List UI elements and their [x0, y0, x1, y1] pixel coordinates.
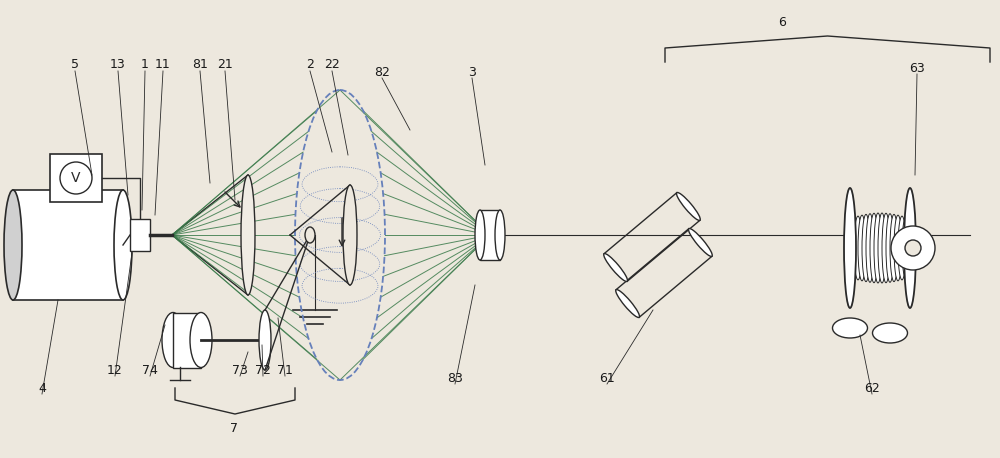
Ellipse shape: [343, 185, 357, 285]
Text: 74: 74: [142, 364, 158, 376]
Text: 83: 83: [447, 371, 463, 385]
Text: 62: 62: [864, 382, 880, 394]
Ellipse shape: [906, 218, 914, 278]
Ellipse shape: [114, 190, 132, 300]
Ellipse shape: [854, 216, 862, 280]
Bar: [173, 313, 201, 368]
Ellipse shape: [898, 216, 906, 280]
Ellipse shape: [259, 310, 271, 370]
Text: 71: 71: [277, 364, 293, 376]
Ellipse shape: [904, 188, 916, 308]
Circle shape: [891, 226, 935, 270]
Ellipse shape: [604, 254, 628, 282]
Text: 12: 12: [107, 364, 123, 376]
Ellipse shape: [676, 192, 700, 220]
Ellipse shape: [902, 217, 910, 279]
Text: V: V: [71, 171, 81, 185]
Text: 13: 13: [110, 59, 126, 71]
Ellipse shape: [862, 214, 870, 282]
Circle shape: [60, 162, 92, 194]
Text: 6: 6: [778, 16, 786, 28]
Ellipse shape: [832, 318, 868, 338]
Text: 73: 73: [232, 364, 248, 376]
Ellipse shape: [890, 214, 898, 282]
Ellipse shape: [475, 210, 485, 260]
Ellipse shape: [190, 312, 212, 367]
Circle shape: [905, 240, 921, 256]
Text: 81: 81: [192, 59, 208, 71]
Text: 4: 4: [38, 382, 46, 394]
Ellipse shape: [878, 213, 886, 283]
Ellipse shape: [688, 229, 712, 256]
Ellipse shape: [4, 190, 22, 300]
Text: 22: 22: [324, 59, 340, 71]
Bar: [13, 190, 123, 300]
Text: 5: 5: [71, 59, 79, 71]
Bar: [130, 219, 150, 251]
Ellipse shape: [894, 215, 902, 281]
Ellipse shape: [844, 188, 856, 308]
Text: 61: 61: [599, 371, 615, 385]
Ellipse shape: [870, 213, 878, 283]
Ellipse shape: [846, 218, 854, 278]
Text: 63: 63: [909, 61, 925, 75]
Ellipse shape: [872, 323, 908, 343]
Ellipse shape: [305, 227, 315, 243]
Ellipse shape: [850, 217, 858, 279]
Bar: [50, 154, 102, 202]
Text: 1: 1: [141, 59, 149, 71]
Text: 7: 7: [230, 421, 238, 435]
Text: 72: 72: [255, 364, 271, 376]
Bar: [480, 210, 500, 260]
Text: 82: 82: [374, 65, 390, 78]
Ellipse shape: [882, 213, 890, 283]
Text: 3: 3: [468, 65, 476, 78]
Text: 21: 21: [217, 59, 233, 71]
Text: 2: 2: [306, 59, 314, 71]
Ellipse shape: [858, 215, 866, 281]
Ellipse shape: [886, 214, 894, 282]
Ellipse shape: [495, 210, 505, 260]
Ellipse shape: [616, 289, 640, 317]
Text: 11: 11: [155, 59, 171, 71]
Ellipse shape: [241, 175, 255, 295]
Ellipse shape: [866, 214, 874, 282]
Ellipse shape: [874, 213, 882, 283]
Ellipse shape: [162, 312, 184, 367]
